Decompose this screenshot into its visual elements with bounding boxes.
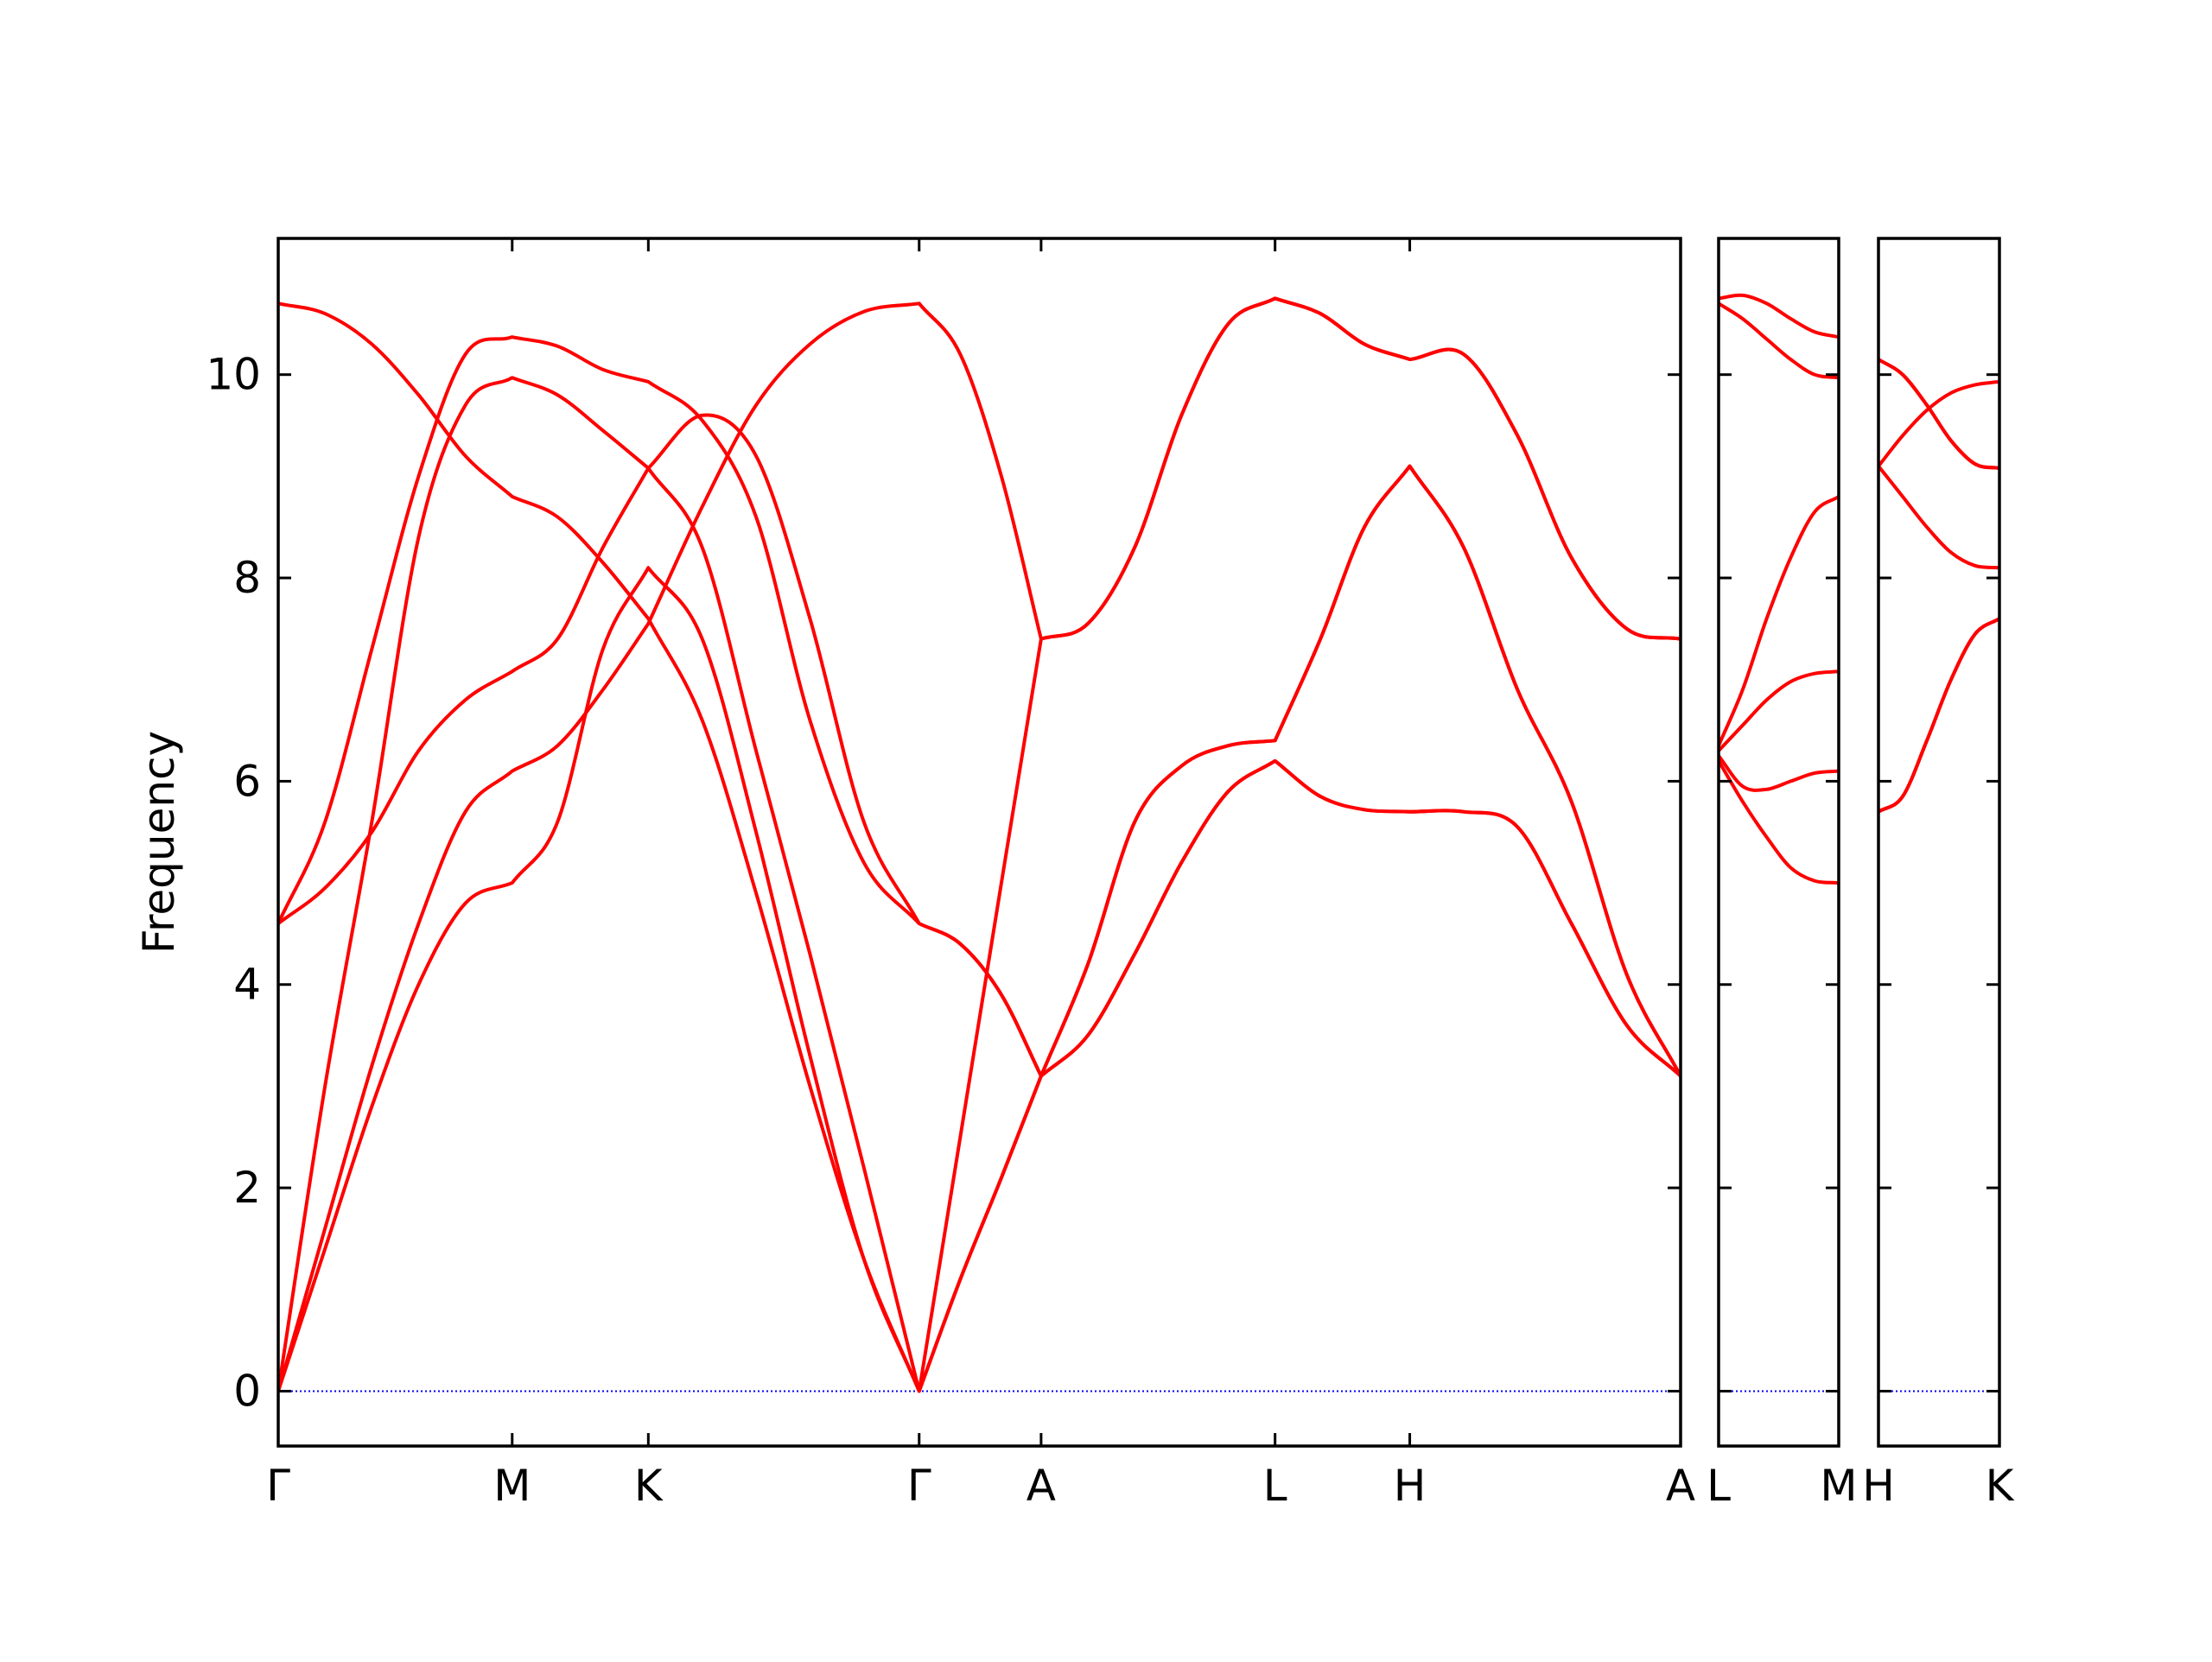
y-tick-label: 2 (233, 1163, 261, 1213)
x-tick-label: K (1986, 1461, 2015, 1511)
y-tick-label: 4 (233, 960, 261, 1010)
band-line (1878, 617, 1999, 814)
band-line (1719, 495, 1839, 746)
band-line (1719, 669, 1839, 752)
band-line (1719, 293, 1839, 339)
x-tick-label: K (634, 1461, 664, 1511)
y-tick-label: 10 (206, 350, 261, 400)
band-line (1878, 358, 1999, 470)
x-tick-label: H (1394, 1461, 1427, 1511)
axes-frame (276, 237, 1682, 1448)
band-line (1878, 465, 1999, 570)
band-line (278, 376, 1681, 1393)
y-axis-label: Frequency (134, 731, 184, 954)
band-line (1878, 617, 1999, 814)
plot-area (1719, 293, 1839, 1392)
y-tick-label: 0 (233, 1366, 261, 1416)
x-tick-label: L (1707, 1461, 1731, 1511)
band-line (1878, 358, 1999, 470)
x-tick-label: M (493, 1461, 531, 1511)
band-line (278, 413, 1681, 1078)
x-tick-label: Γ (907, 1461, 931, 1511)
band-line (1878, 379, 1999, 467)
x-tick-label: A (1666, 1461, 1695, 1511)
band-line (278, 566, 1681, 1393)
x-tick-label: Γ (266, 1461, 290, 1511)
plot-area (278, 296, 1681, 1393)
x-tick-label: L (1263, 1461, 1287, 1511)
x-tick-label: M (1820, 1461, 1857, 1511)
band-line (1719, 754, 1839, 792)
band-line (278, 296, 1681, 1392)
band-line (1719, 301, 1839, 380)
axes-frame (1877, 237, 2001, 1448)
plot-area (1878, 358, 1999, 1392)
y-tick-label: 6 (233, 756, 261, 806)
band-line (1719, 759, 1839, 885)
y-tick-label: 8 (233, 553, 261, 603)
x-tick-label: H (1862, 1461, 1895, 1511)
x-tick-label: A (1027, 1461, 1056, 1511)
axes-frame (1717, 237, 1840, 1448)
